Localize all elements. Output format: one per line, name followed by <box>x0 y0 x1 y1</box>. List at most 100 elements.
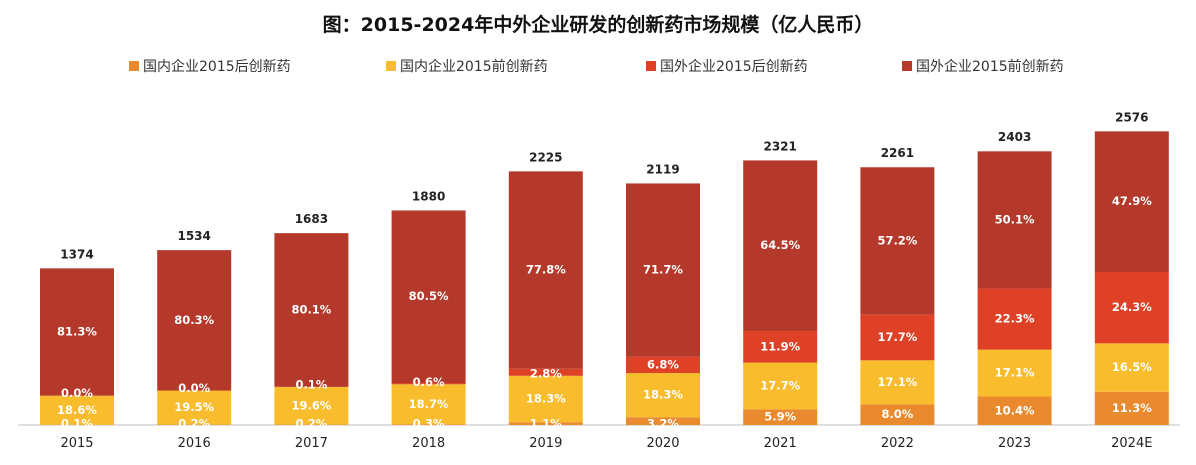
bar-segment <box>977 349 1052 397</box>
x-tick-label: 2022 <box>881 436 914 451</box>
bar-segment <box>1094 131 1169 273</box>
legend-label: 国内企业2015后创新药 <box>143 59 291 75</box>
bar-segment <box>508 171 583 369</box>
bar-total-label: 2403 <box>998 130 1031 144</box>
legend-item-domestic-pre2015: 国内企业2015前创新药 <box>386 56 548 76</box>
bar-segment <box>508 368 583 376</box>
bar-total-label: 2225 <box>529 150 562 164</box>
segment-label: 0.0% <box>178 381 210 395</box>
bar-segment <box>40 395 114 425</box>
legend-item-foreign-pre2015: 国外企业2015前创新药 <box>902 56 1064 76</box>
bar-total-label: 2321 <box>763 139 796 153</box>
legend-swatch <box>129 61 139 71</box>
bar-segment <box>743 160 818 332</box>
x-tick-label: 2017 <box>295 436 328 451</box>
bar-segment <box>508 375 583 423</box>
x-tick-label: 2019 <box>529 436 562 451</box>
bar-segment <box>860 314 935 361</box>
bar-segment <box>40 268 114 396</box>
bar-segment <box>508 422 583 425</box>
bar-segment <box>743 331 818 363</box>
segment-label: 17.1% <box>995 366 1035 380</box>
bar-segment <box>743 362 818 410</box>
legend-item-foreign-post2015: 国外企业2015后创新药 <box>646 56 808 76</box>
segment-label: 64.5% <box>760 238 800 252</box>
segment-label: 11.9% <box>760 339 800 353</box>
chart-title: 图：2015-2024年中外企业研发的创新药市场规模（亿人民币） <box>322 14 874 36</box>
segment-label: 18.3% <box>526 392 566 406</box>
bar-total-label: 1374 <box>60 247 93 261</box>
segment-label: 18.6% <box>57 403 97 417</box>
legend-swatch <box>902 61 912 71</box>
segment-label: 81.3% <box>57 325 97 339</box>
x-tick-label: 2018 <box>412 436 445 451</box>
bar-segment <box>157 250 232 391</box>
segment-label: 5.9% <box>764 410 796 424</box>
legend: 国内企业2015后创新药 国内企业2015前创新药 国外企业2015后创新药 国… <box>0 56 1196 78</box>
bar-total-label: 2261 <box>881 146 914 160</box>
bar-segment <box>977 288 1052 350</box>
segment-label: 8.0% <box>881 407 913 421</box>
bar-segment <box>860 404 935 425</box>
bar-total-label: 2119 <box>646 162 679 176</box>
segment-label: 1.1% <box>530 417 562 431</box>
legend-label: 国内企业2015前创新药 <box>400 59 548 75</box>
segment-label: 17.7% <box>877 330 917 344</box>
x-tick-label: 2015 <box>60 436 93 451</box>
segment-label: 80.1% <box>291 302 331 316</box>
bar-segment <box>626 356 700 374</box>
segment-label: 6.8% <box>647 357 679 371</box>
bar-segment <box>391 210 466 383</box>
segment-label: 71.7% <box>643 263 683 277</box>
segment-label: 57.2% <box>877 233 917 247</box>
segment-label: 0.6% <box>413 375 445 389</box>
bar-segment <box>157 390 232 425</box>
segment-label: 11.3% <box>1112 401 1152 415</box>
x-tick-label: 2023 <box>998 436 1031 451</box>
bar-segment <box>860 167 935 315</box>
bar-segment <box>1094 343 1169 392</box>
bar-segment <box>274 233 349 387</box>
legend-swatch <box>646 61 656 71</box>
bar-segment <box>274 387 349 425</box>
bar-total-label: 1880 <box>412 190 445 204</box>
bar-segment <box>391 382 466 385</box>
bar-total-label: 2576 <box>1115 110 1148 124</box>
legend-label: 国外企业2015前创新药 <box>916 59 1064 75</box>
x-tick-label: 2021 <box>764 436 797 451</box>
segment-label: 0.1% <box>295 378 327 392</box>
segment-label: 0.0% <box>61 386 93 400</box>
bar-segment <box>626 183 700 357</box>
segment-label: 50.1% <box>995 212 1035 226</box>
bar-segment <box>743 409 818 425</box>
bar-segment <box>1094 391 1169 425</box>
bar-total-label: 1534 <box>177 229 210 243</box>
legend-label: 国外企业2015后创新药 <box>660 59 808 75</box>
segment-label: 24.3% <box>1112 300 1152 314</box>
segment-label: 22.3% <box>995 312 1035 326</box>
bar-total-label: 1683 <box>295 212 328 226</box>
segment-label: 80.3% <box>174 313 214 327</box>
segment-label: 19.5% <box>174 400 214 414</box>
bar-segment <box>391 424 466 425</box>
x-tick-label: 2024E <box>1111 436 1152 451</box>
segment-label: 19.6% <box>291 398 331 412</box>
segment-label: 80.5% <box>409 289 449 303</box>
bar-segment <box>977 396 1052 425</box>
segment-label: 3.2% <box>647 417 679 431</box>
segment-label: 10.4% <box>995 403 1035 417</box>
segment-label: 77.8% <box>526 263 566 277</box>
segment-label: 17.1% <box>877 375 917 389</box>
segment-label: 0.2% <box>295 417 327 431</box>
bar-segment <box>1094 272 1169 344</box>
bar-segment <box>626 417 700 425</box>
segment-label: 0.3% <box>413 417 445 431</box>
legend-item-domestic-post2015: 国内企业2015后创新药 <box>129 56 291 76</box>
bar-segment <box>860 360 935 405</box>
x-tick-label: 2020 <box>646 436 679 451</box>
bar-segment <box>626 373 700 418</box>
x-tick-label: 2016 <box>178 436 211 451</box>
segment-label: 16.5% <box>1112 360 1152 374</box>
segment-label: 0.1% <box>61 417 93 431</box>
